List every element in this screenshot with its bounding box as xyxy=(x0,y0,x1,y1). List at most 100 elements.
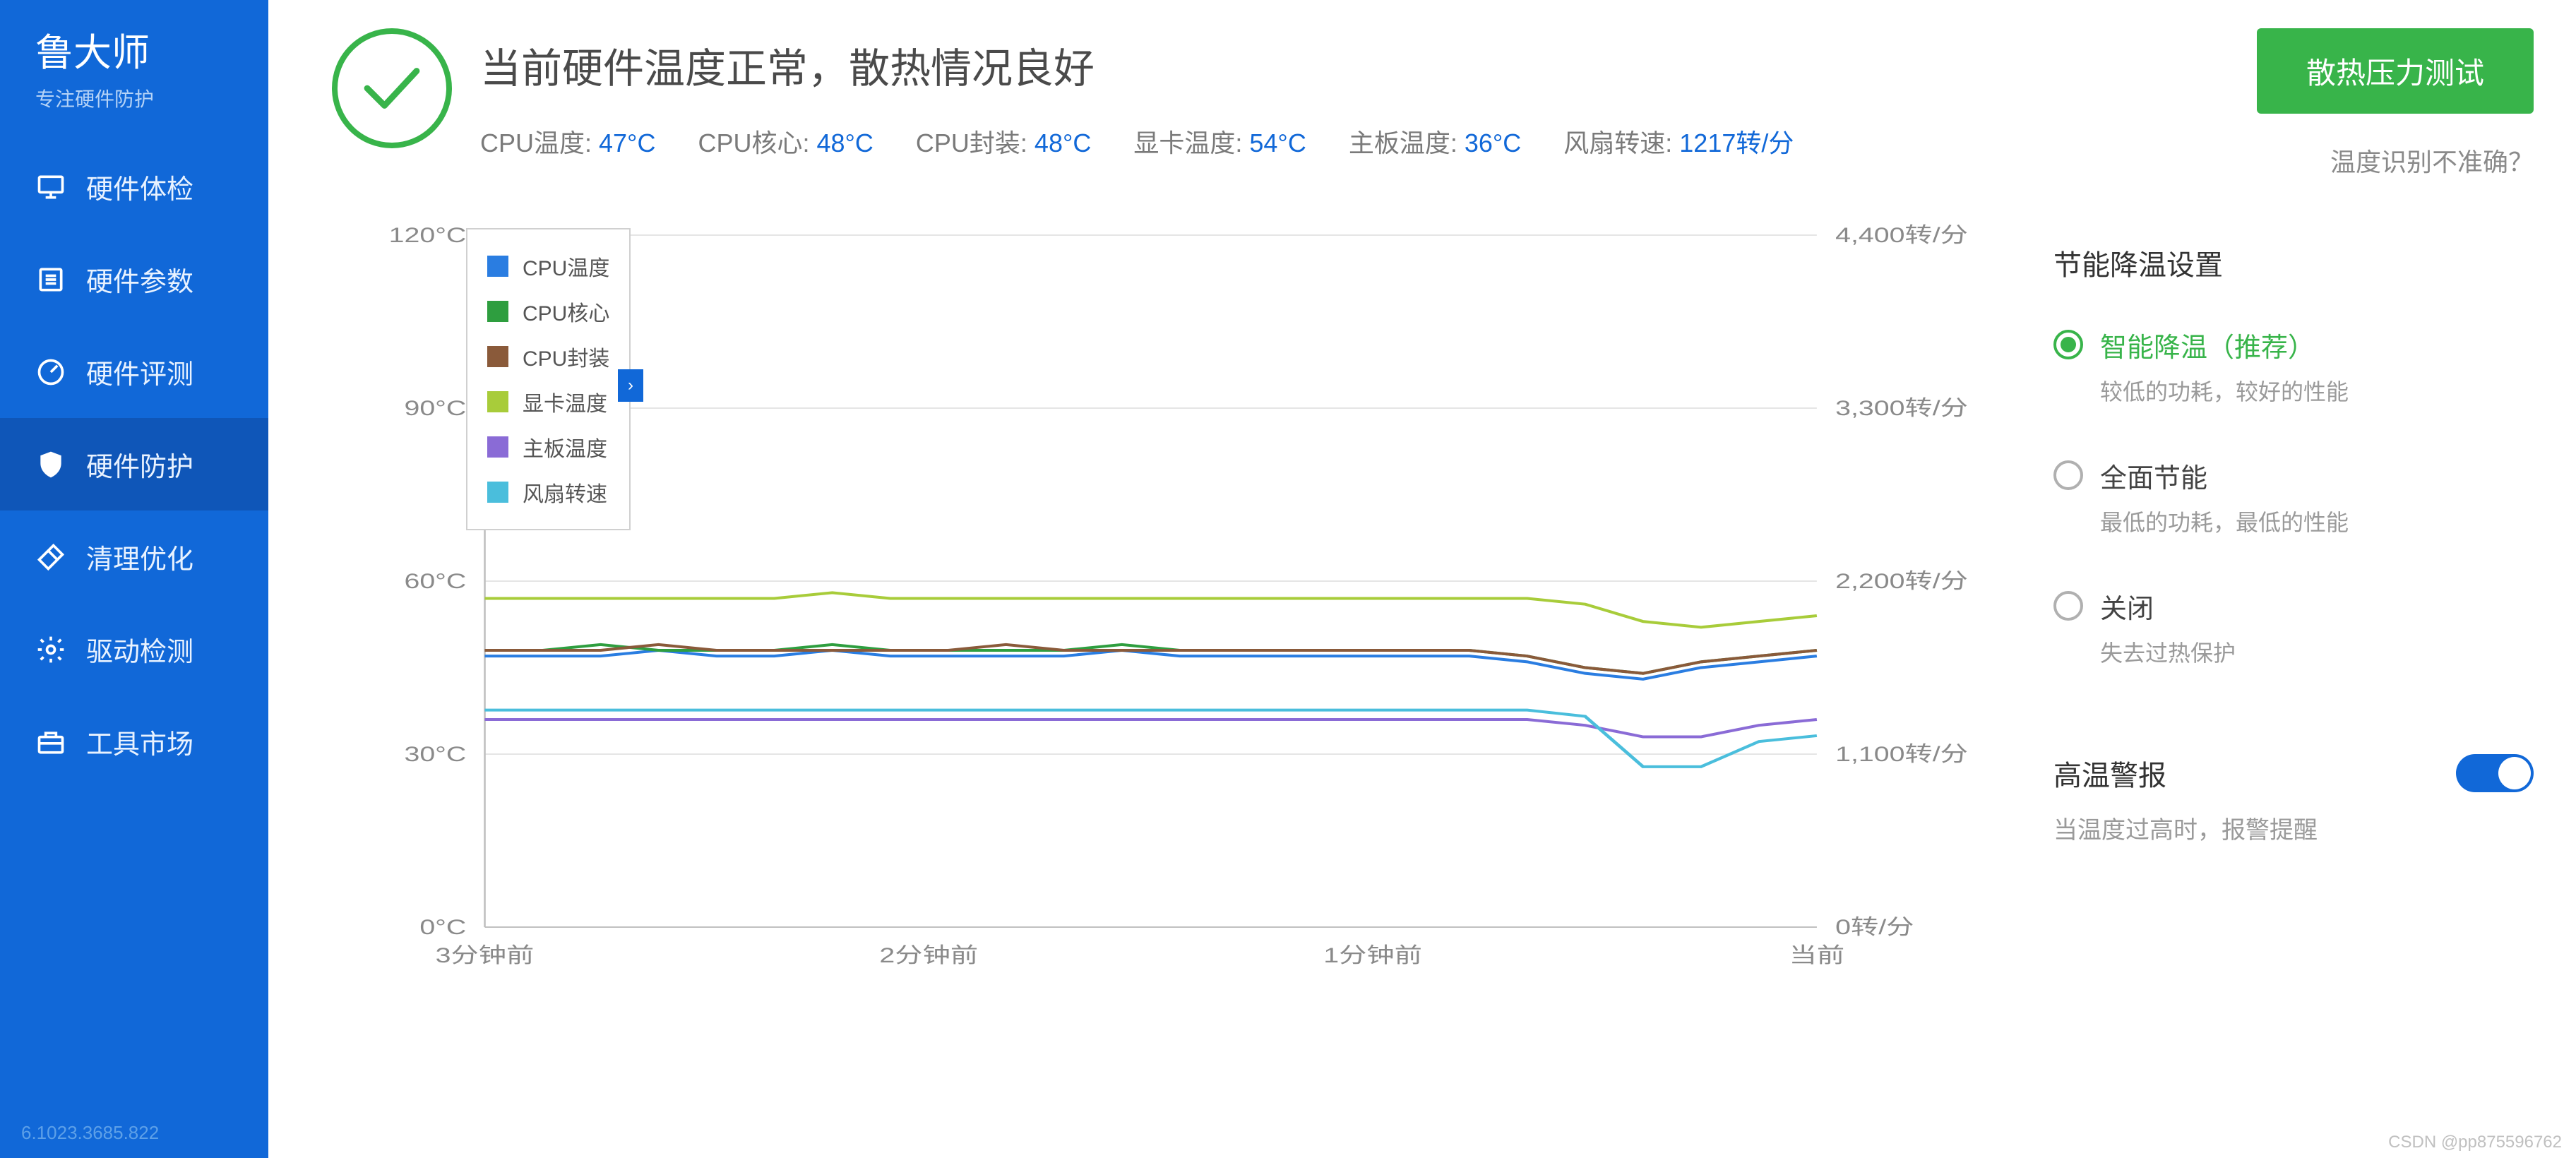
gear-icon xyxy=(35,634,66,665)
radio-icon xyxy=(2053,460,2083,490)
legend-item-4[interactable]: 主板温度 xyxy=(487,424,609,470)
cooling-option-0[interactable]: 智能降温（推荐） 较低的功耗，较好的性能 xyxy=(2053,326,2534,407)
broom-icon xyxy=(35,542,66,573)
svg-text:4,400转/分: 4,400转/分 xyxy=(1835,223,1968,246)
metric-2: CPU封装: 48°C xyxy=(916,123,1091,160)
sidebar-item-label: 工具市场 xyxy=(86,722,193,761)
monitor-icon xyxy=(35,172,66,203)
watermark: CSDN @pp875596762 xyxy=(2388,1133,2562,1152)
alarm-toggle[interactable] xyxy=(2456,754,2534,792)
legend-label: 主板温度 xyxy=(523,431,607,462)
legend-item-3[interactable]: 显卡温度 xyxy=(487,379,609,424)
status-title: 当前硬件温度正常，散热情况良好 xyxy=(480,35,2229,95)
radio-label: 智能降温（推荐） xyxy=(2100,326,2349,364)
legend-item-2[interactable]: CPU封装 xyxy=(487,334,609,379)
cooling-radio-group: 智能降温（推荐） 较低的功耗，较好的性能全面节能最低的功耗，最低的性能关闭失去过热… xyxy=(2053,326,2534,668)
legend-label: CPU温度 xyxy=(523,251,609,282)
legend-swatch xyxy=(487,436,508,458)
settings-title: 节能降温设置 xyxy=(2053,242,2534,283)
metric-label: 风扇转速: xyxy=(1563,129,1679,157)
svg-text:2,200转/分: 2,200转/分 xyxy=(1835,569,1968,592)
legend-label: 显卡温度 xyxy=(523,386,607,417)
alarm-row: 高温警报 xyxy=(2053,753,2534,794)
metric-value: 48°C xyxy=(816,129,873,157)
nav-list: 硬件体检硬件参数硬件评测硬件防护清理优化驱动检测工具市场 xyxy=(0,141,268,788)
brand-title: 鲁大师 xyxy=(35,21,233,77)
metric-4: 主板温度: 36°C xyxy=(1349,123,1521,160)
metric-value: 54°C xyxy=(1249,129,1306,157)
radio-desc: 最低的功耗，最低的性能 xyxy=(2100,505,2349,537)
legend-swatch xyxy=(487,256,508,277)
metric-label: CPU核心: xyxy=(698,129,816,157)
sidebar-item-5[interactable]: 驱动检测 xyxy=(0,603,268,696)
svg-text:60°C: 60°C xyxy=(404,569,466,592)
chart-legend: CPU温度 CPU核心 CPU封装显卡温度主板温度风扇转速 xyxy=(466,228,631,530)
sidebar-item-label: 硬件防护 xyxy=(86,445,193,484)
legend-item-1[interactable]: CPU核心 xyxy=(487,289,609,334)
svg-text:0转/分: 0转/分 xyxy=(1835,915,1914,938)
metric-5: 风扇转速: 1217转/分 xyxy=(1563,123,1794,160)
svg-text:当前: 当前 xyxy=(1789,943,1845,967)
legend-swatch xyxy=(487,391,508,412)
sidebar-item-6[interactable]: 工具市场 xyxy=(0,696,268,788)
sidebar-item-2[interactable]: 硬件评测 xyxy=(0,326,268,418)
metric-value: 36°C xyxy=(1465,129,1521,157)
radio-label: 全面节能 xyxy=(2100,456,2349,495)
svg-text:0°C: 0°C xyxy=(419,915,466,938)
gauge-icon xyxy=(35,357,66,388)
cooling-option-2[interactable]: 关闭失去过热保护 xyxy=(2053,587,2534,668)
legend-label: CPU核心 xyxy=(523,296,609,327)
sidebar-item-1[interactable]: 硬件参数 xyxy=(0,233,268,326)
header-right: 散热压力测试 温度识别不准确？ xyxy=(2257,28,2534,179)
header: 当前硬件温度正常，散热情况良好 CPU温度: 47°CCPU核心: 48°CCP… xyxy=(332,28,2534,179)
metric-value: 48°C xyxy=(1034,129,1091,157)
svg-text:3,300转/分: 3,300转/分 xyxy=(1835,396,1968,419)
alarm-title: 高温警报 xyxy=(2053,753,2166,794)
metric-value: 1217转/分 xyxy=(1679,129,1794,157)
alarm-desc: 当温度过高时，报警提醒 xyxy=(2053,811,2534,845)
toolbox-icon xyxy=(35,727,66,758)
metric-3: 显卡温度: 54°C xyxy=(1133,123,1306,160)
metric-value: 47°C xyxy=(599,129,655,157)
svg-text:3分钟前: 3分钟前 xyxy=(436,943,535,967)
metric-0: CPU温度: 47°C xyxy=(480,123,655,160)
status-ok-icon xyxy=(332,28,452,148)
metric-label: 显卡温度: xyxy=(1133,129,1249,157)
legend-swatch xyxy=(487,301,508,322)
body-row: CPU温度CPU核心CPU封装显卡温度主板温度风扇转速 › 0°C0转/分30°… xyxy=(332,200,2534,1137)
metrics-row: CPU温度: 47°CCPU核心: 48°CCPU封装: 48°C显卡温度: 5… xyxy=(480,123,2229,160)
metric-label: CPU封装: xyxy=(916,129,1034,157)
settings-panel: 节能降温设置 智能降温（推荐） 较低的功耗，较好的性能全面节能最低的功耗，最低的性… xyxy=(2053,200,2534,1137)
sidebar-item-3[interactable]: 硬件防护 xyxy=(0,418,268,511)
svg-text:1分钟前: 1分钟前 xyxy=(1323,943,1422,967)
legend-item-5[interactable]: 风扇转速 xyxy=(487,470,609,515)
sidebar-item-label: 硬件评测 xyxy=(86,352,193,391)
sidebar: 鲁大师 专注硬件防护 硬件体检硬件参数硬件评测硬件防护清理优化驱动检测工具市场 … xyxy=(0,0,268,1158)
legend-item-0[interactable]: CPU温度 xyxy=(487,244,609,289)
stress-test-button[interactable]: 散热压力测试 xyxy=(2257,28,2534,114)
sidebar-item-label: 驱动检测 xyxy=(86,630,193,669)
sidebar-item-label: 硬件参数 xyxy=(86,260,193,299)
legend-label: 风扇转速 xyxy=(523,477,607,508)
shield-icon xyxy=(35,449,66,480)
sidebar-item-label: 清理优化 xyxy=(86,537,193,576)
brand-subtitle: 专注硬件防护 xyxy=(35,84,233,112)
svg-text:90°C: 90°C xyxy=(404,396,466,419)
temp-faq-link[interactable]: 温度识别不准确？ xyxy=(2330,142,2534,179)
legend-collapse-button[interactable]: › xyxy=(618,369,643,402)
brand: 鲁大师 专注硬件防护 xyxy=(0,21,268,141)
svg-text:2分钟前: 2分钟前 xyxy=(879,943,978,967)
radio-desc: 较低的功耗，较好的性能 xyxy=(2100,374,2349,407)
sidebar-item-0[interactable]: 硬件体检 xyxy=(0,141,268,233)
metric-1: CPU核心: 48°C xyxy=(698,123,873,160)
legend-label: CPU封装 xyxy=(523,341,609,372)
main-panel: 当前硬件温度正常，散热情况良好 CPU温度: 47°CCPU核心: 48°CCP… xyxy=(268,0,2576,1158)
radio-label: 关闭 xyxy=(2100,587,2236,626)
sidebar-item-4[interactable]: 清理优化 xyxy=(0,511,268,603)
radio-desc: 失去过热保护 xyxy=(2100,635,2236,668)
svg-text:1,100转/分: 1,100转/分 xyxy=(1835,742,1968,765)
header-text: 当前硬件温度正常，散热情况良好 CPU温度: 47°CCPU核心: 48°CCP… xyxy=(480,28,2229,160)
metric-label: CPU温度: xyxy=(480,129,599,157)
cooling-option-1[interactable]: 全面节能最低的功耗，最低的性能 xyxy=(2053,456,2534,537)
app-root: 鲁大师 专注硬件防护 硬件体检硬件参数硬件评测硬件防护清理优化驱动检测工具市场 … xyxy=(0,0,2576,1158)
